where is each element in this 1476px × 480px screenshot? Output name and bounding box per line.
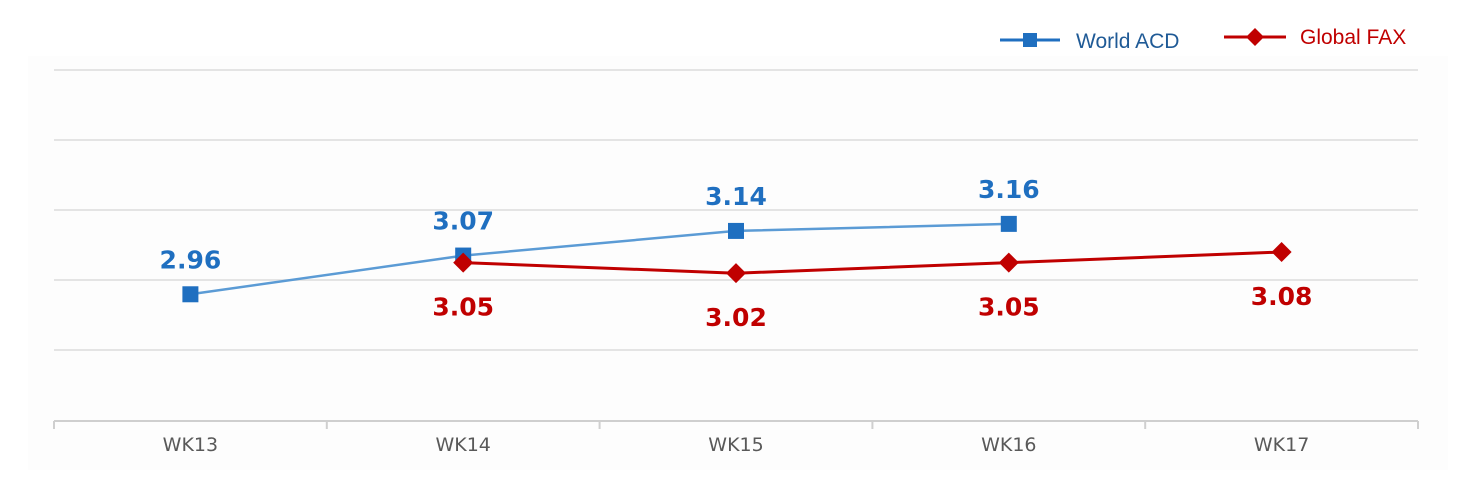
data-label-global-fax: 3.05 — [432, 293, 494, 322]
legend-global-fax-label: Global FAX — [1300, 26, 1406, 49]
gridlines — [54, 69, 1418, 351]
data-label-global-fax: 3.05 — [978, 293, 1040, 322]
legend-global-fax-diamond-icon — [1246, 28, 1264, 46]
data-label-world-acd: 3.14 — [705, 182, 767, 211]
data-point-global-fax[interactable] — [726, 263, 746, 284]
legend-world-acd-label: World ACD — [1076, 30, 1179, 53]
x-tick-label: WK15 — [708, 434, 763, 456]
data-label-world-acd: 3.07 — [432, 207, 494, 236]
data-point-global-fax[interactable] — [998, 252, 1019, 273]
data-label-world-acd: 2.96 — [160, 245, 222, 274]
x-tick-label: WK17 — [1254, 434, 1309, 456]
x-tick-label: WK16 — [981, 434, 1036, 456]
data-label-world-acd: 3.16 — [978, 175, 1040, 204]
legend: World ACD Global FAX — [1000, 26, 1406, 53]
plot-background — [28, 56, 1448, 470]
data-labels: 2.96 3.07 3.14 3.16 3.05 3.02 3.05 3.08 — [160, 175, 1313, 332]
legend-item-world-acd[interactable]: World ACD — [1000, 30, 1179, 53]
data-point-world-acd[interactable] — [1000, 215, 1017, 232]
data-point-world-acd[interactable] — [728, 222, 744, 239]
data-label-global-fax: 3.08 — [1251, 282, 1313, 311]
data-point-global-fax[interactable] — [453, 252, 474, 273]
series-layer — [182, 215, 1292, 303]
x-axis: WK13 WK14 WK15 WK16 WK17 — [53, 420, 1419, 456]
x-tick-label: WK14 — [435, 434, 490, 456]
data-label-global-fax: 3.02 — [705, 303, 767, 332]
legend-item-global-fax[interactable]: Global FAX — [1224, 26, 1406, 49]
x-tick-label: WK13 — [163, 434, 218, 456]
data-point-global-fax[interactable] — [1271, 242, 1292, 263]
data-point-world-acd[interactable] — [182, 286, 199, 303]
series-line-world-acd — [190, 222, 1009, 296]
legend-world-acd-square-icon — [1023, 33, 1037, 47]
series-line-global-fax — [463, 250, 1282, 275]
